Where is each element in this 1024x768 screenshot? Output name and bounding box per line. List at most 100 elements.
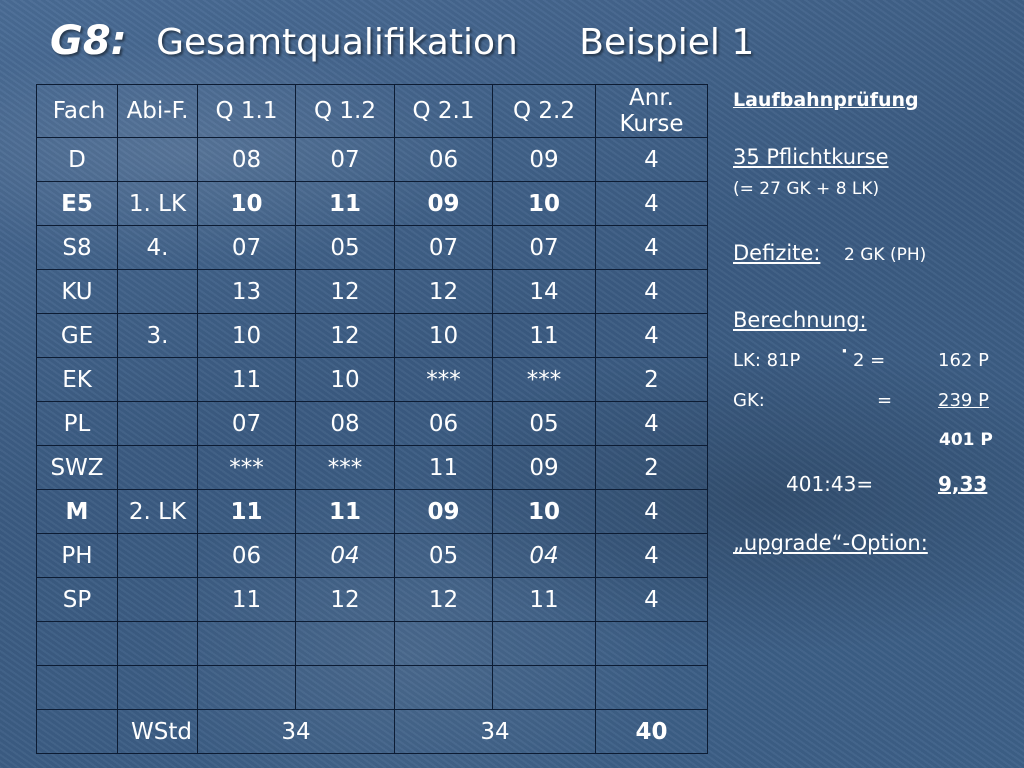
grade-cell: 04 xyxy=(492,533,596,578)
course-count-cell xyxy=(595,621,708,666)
defizite-value: 2 GK (PH) xyxy=(844,245,927,265)
course-count-cell: 4 xyxy=(595,137,708,182)
pflicht-label: 35 Pflichtkurse xyxy=(733,145,889,169)
abi-cell xyxy=(117,269,198,314)
lk-value: 162 P xyxy=(938,350,989,371)
table-row: PL 07 08 06 05 4 xyxy=(36,401,708,446)
grade-cell: 05 xyxy=(492,401,596,446)
lk-multiplier: 2 = xyxy=(853,350,886,371)
subject-cell: D xyxy=(36,137,118,182)
wstd-q2-sum: 34 xyxy=(394,709,596,754)
gk-value: 239 P xyxy=(938,390,989,411)
grade-cell: 11 xyxy=(197,577,296,622)
grade-cell: 10 xyxy=(295,357,395,402)
grade-cell: 10 xyxy=(394,313,493,358)
grade-cell xyxy=(197,665,296,710)
subject-cell: SP xyxy=(36,577,118,622)
grade-cell: 11 xyxy=(492,313,596,358)
abi-cell xyxy=(117,621,198,666)
grade-cell: 05 xyxy=(394,533,493,578)
table-row: S8 4. 07 05 07 07 4 xyxy=(36,225,708,270)
subject-cell xyxy=(36,665,118,710)
grade-cell: 06 xyxy=(394,401,493,446)
total-courses: 40 xyxy=(595,709,708,754)
table-row: GE 3. 10 12 10 11 4 xyxy=(36,313,708,358)
gk-equals: = xyxy=(877,390,893,411)
grade-cell: 07 xyxy=(295,137,395,182)
course-count-cell: 4 xyxy=(595,489,708,534)
abi-cell xyxy=(117,137,198,182)
grade-cell: 09 xyxy=(394,489,493,534)
header-q22: Q 2.2 xyxy=(492,84,596,138)
grade-cell: 12 xyxy=(295,269,395,314)
grade-cell: 10 xyxy=(492,181,596,226)
abi-cell xyxy=(117,665,198,710)
berechnung-label: Berechnung: xyxy=(733,308,867,332)
abi-cell xyxy=(117,445,198,490)
header-q11: Q 1.1 xyxy=(197,84,296,138)
grade-cell: *** xyxy=(492,357,596,402)
grade-cell: *** xyxy=(197,445,296,490)
grade-cell: 12 xyxy=(295,313,395,358)
grade-cell: 09 xyxy=(492,137,596,182)
grade-cell xyxy=(492,621,596,666)
grade-cell: 07 xyxy=(394,225,493,270)
grade-cell: 09 xyxy=(394,181,493,226)
grade-cell: 13 xyxy=(197,269,296,314)
abi-cell: 2. LK xyxy=(117,489,198,534)
division-label: 401:43= xyxy=(786,472,874,496)
grade-cell: *** xyxy=(295,445,395,490)
subject-cell: PH xyxy=(36,533,118,578)
subject-cell: EK xyxy=(36,357,118,402)
header-q12: Q 1.2 xyxy=(295,84,395,138)
grade-cell: 05 xyxy=(295,225,395,270)
grade-cell: 04 xyxy=(295,533,395,578)
table-row: D 08 07 06 09 4 xyxy=(36,137,708,182)
abi-cell xyxy=(117,357,198,402)
footer-empty-cell xyxy=(36,709,118,754)
lk-label: LK: 81P xyxy=(733,350,801,371)
grade-cell: 12 xyxy=(394,269,493,314)
grade-cell xyxy=(295,621,395,666)
grade-cell: 10 xyxy=(197,313,296,358)
abi-cell: 1. LK xyxy=(117,181,198,226)
title-example: Beispiel 1 xyxy=(579,22,755,63)
grade-cell: 08 xyxy=(295,401,395,446)
course-count-cell: 2 xyxy=(595,357,708,402)
table-row: PH 06 04 05 04 4 xyxy=(36,533,708,578)
title-prefix: G8: xyxy=(50,18,127,64)
grade-cell: 11 xyxy=(492,577,596,622)
grade-cell xyxy=(394,665,493,710)
course-count-cell: 2 xyxy=(595,445,708,490)
multiply-dot: · xyxy=(841,341,848,362)
grade-cell: 07 xyxy=(197,225,296,270)
grade-cell: 06 xyxy=(197,533,296,578)
grades-table: Fach Abi-F. Q 1.1 Q 1.2 Q 2.1 Q 2.2 Anr.… xyxy=(36,84,708,754)
table-row: EK 11 10 *** *** 2 xyxy=(36,357,708,402)
grade-cell: 09 xyxy=(492,445,596,490)
gk-label: GK: xyxy=(733,390,765,411)
header-fach: Fach xyxy=(36,84,118,138)
grade-cell xyxy=(197,621,296,666)
course-count-cell: 4 xyxy=(595,577,708,622)
upgrade-option-label: „upgrade“-Option: xyxy=(733,531,928,555)
course-count-cell: 4 xyxy=(595,225,708,270)
grade-cell: 10 xyxy=(492,489,596,534)
table-header-row: Fach Abi-F. Q 1.1 Q 1.2 Q 2.1 Q 2.2 Anr.… xyxy=(36,84,708,138)
grade-cell: 11 xyxy=(295,181,395,226)
course-count-cell: 4 xyxy=(595,269,708,314)
abi-cell xyxy=(117,577,198,622)
slide-title: G8: Gesamtqualifikation Beispiel 1 xyxy=(50,18,754,64)
table-row xyxy=(36,665,708,710)
grade-cell: 11 xyxy=(295,489,395,534)
table-row: SWZ *** *** 11 09 2 xyxy=(36,445,708,490)
subject-cell: SWZ xyxy=(36,445,118,490)
table-row: E5 1. LK 10 11 09 10 4 xyxy=(36,181,708,226)
course-count-cell: 4 xyxy=(595,401,708,446)
abi-cell xyxy=(117,533,198,578)
course-count-cell: 4 xyxy=(595,533,708,578)
header-abi: Abi-F. xyxy=(117,84,198,138)
grade-cell: 06 xyxy=(394,137,493,182)
grade-cell xyxy=(492,665,596,710)
grade-cell: 10 xyxy=(197,181,296,226)
